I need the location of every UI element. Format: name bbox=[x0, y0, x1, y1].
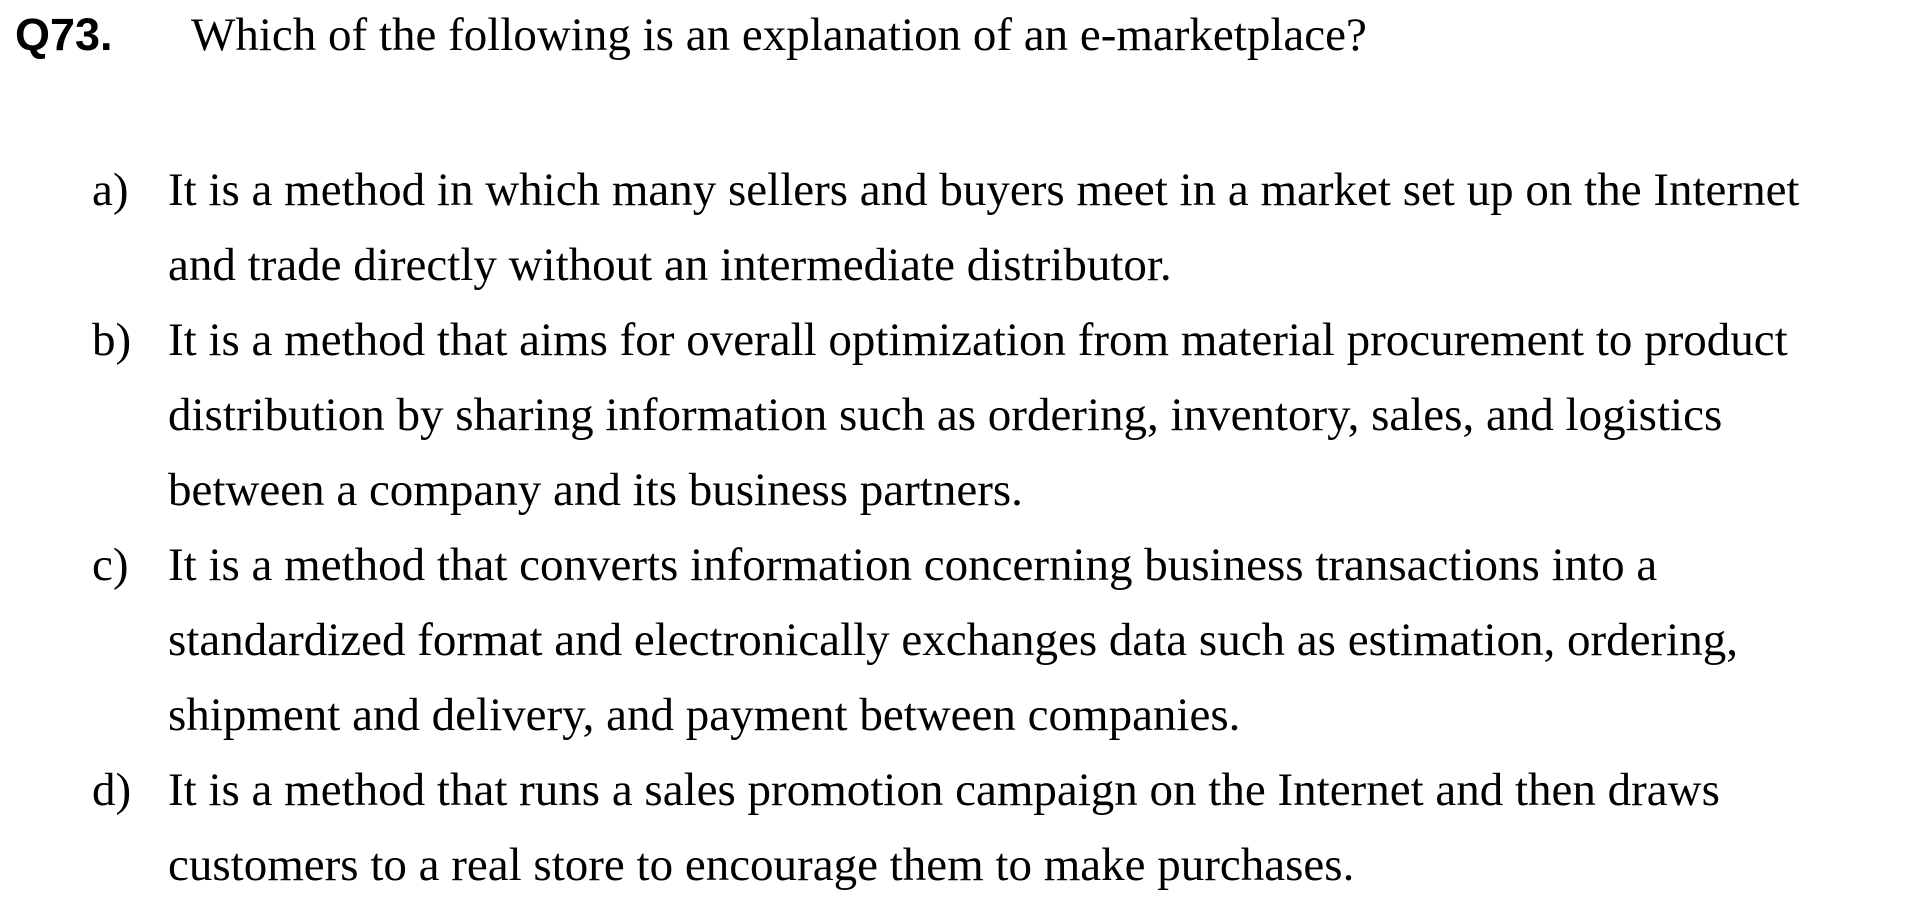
option-text: It is a method that converts information… bbox=[168, 528, 1738, 753]
option-text: It is a method that aims for overall opt… bbox=[168, 303, 1788, 528]
option-d: d) It is a method that runs a sales prom… bbox=[92, 753, 1914, 903]
option-letter: c) bbox=[92, 539, 129, 591]
option-letter: a) bbox=[92, 164, 129, 216]
question-number: Q73. bbox=[15, 9, 113, 60]
option-text: It is a method in which many sellers and… bbox=[168, 153, 1799, 303]
option-line: standardized format and electronically e… bbox=[168, 614, 1738, 666]
option-a: a) It is a method in which many sellers … bbox=[92, 153, 1914, 303]
question-header: Q73. Which of the following is an explan… bbox=[15, 8, 1367, 62]
option-line: It is a method that converts information… bbox=[168, 539, 1658, 591]
option-line: It is a method that runs a sales promoti… bbox=[168, 764, 1720, 816]
answer-options: a) It is a method in which many sellers … bbox=[92, 153, 1914, 903]
option-line: It is a method in which many sellers and… bbox=[168, 164, 1800, 216]
option-letter: b) bbox=[92, 314, 132, 366]
option-line: and trade directly without an intermedia… bbox=[168, 239, 1172, 291]
option-line: distribution by sharing information such… bbox=[168, 389, 1723, 441]
option-line: It is a method that aims for overall opt… bbox=[168, 314, 1788, 366]
option-letter: d) bbox=[92, 764, 132, 816]
option-b: b) It is a method that aims for overall … bbox=[92, 303, 1914, 528]
option-text: It is a method that runs a sales promoti… bbox=[168, 753, 1720, 903]
option-line: between a company and its business partn… bbox=[168, 464, 1023, 516]
option-line: customers to a real store to encourage t… bbox=[168, 839, 1355, 891]
option-line: shipment and delivery, and payment betwe… bbox=[168, 689, 1241, 741]
question-text: Which of the following is an explanation… bbox=[191, 9, 1367, 61]
option-c: c) It is a method that converts informat… bbox=[92, 528, 1914, 753]
